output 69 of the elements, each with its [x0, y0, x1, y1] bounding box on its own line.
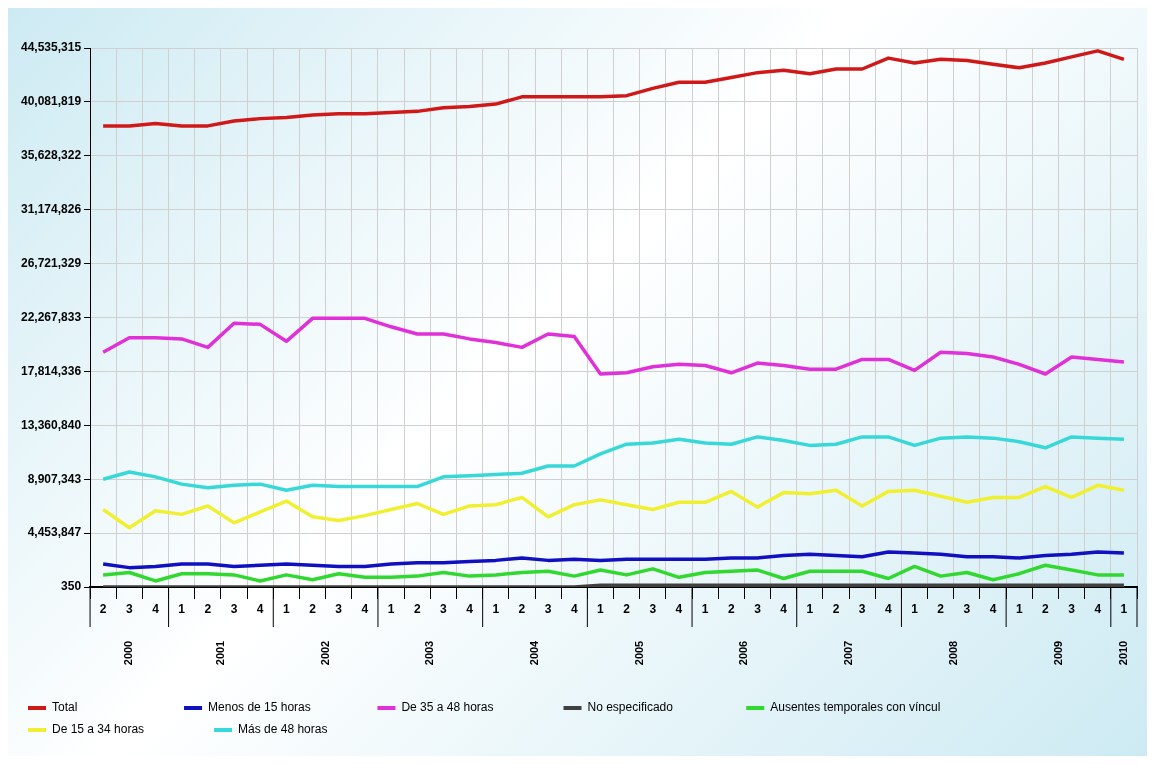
y-tick-label: 31,174,826	[21, 202, 82, 217]
x-tick-label: 4	[885, 601, 893, 616]
x-tick-label: 2	[413, 601, 421, 616]
text: 2003	[423, 640, 436, 666]
x-tick-label: 1	[492, 601, 500, 616]
y-tick-label: 26,721,329	[21, 255, 82, 270]
x-tick-label: 3	[649, 601, 657, 616]
x-tick-label: 3	[963, 601, 971, 616]
x-tick-label: 2	[937, 601, 945, 616]
x-tick-label: 4	[152, 601, 160, 616]
y-tick-label: 13,360,840	[21, 417, 82, 432]
text: 2000	[122, 640, 135, 666]
x-tick-label: 2	[518, 601, 526, 616]
legend-label: De 35 a 48 horas	[401, 700, 554, 715]
x-tick-label: 3	[544, 601, 552, 616]
x-tick-label: 2	[832, 601, 840, 616]
legend-label: Ausentes temporales con víncul	[770, 700, 954, 715]
x-tick-label: 3	[1068, 601, 1076, 616]
y-tick-label: 44,535,315	[21, 40, 82, 55]
x-tick-label: 1	[911, 601, 919, 616]
x-tick-label: 3	[125, 601, 133, 616]
y-tick-label: 17,814,336	[21, 363, 82, 378]
x-tick-label: 2	[99, 601, 107, 616]
x-tick-label: 1	[283, 601, 291, 616]
x-tick-label: 1	[806, 601, 814, 616]
x-tick-label: 3	[754, 601, 762, 616]
text: 2002	[318, 640, 331, 666]
text: 2007	[842, 640, 855, 666]
text: 2001	[213, 640, 226, 666]
x-tick-label: 3	[335, 601, 343, 616]
x-tick-label: 3	[230, 601, 238, 616]
text: 2008	[946, 640, 959, 666]
x-tick-label: 4	[1094, 601, 1102, 616]
y-tick-label: 350	[61, 579, 82, 594]
x-tick-label: 2	[204, 601, 212, 616]
legend-label: Menos de 15 horas	[208, 700, 368, 715]
x-tick-label: 4	[361, 601, 369, 616]
x-tick-label: 4	[675, 601, 683, 616]
x-tick-label: 1	[701, 601, 709, 616]
x-tick-label: 1	[1015, 601, 1023, 616]
x-tick-label: 1	[178, 601, 186, 616]
text: 2009	[1051, 640, 1064, 666]
x-tick-label: 4	[570, 601, 578, 616]
legend-label: Total	[52, 700, 175, 715]
x-tick-label: 2	[309, 601, 317, 616]
legend-label: De 15 a 34 horas	[52, 722, 205, 737]
x-tick-label: 3	[440, 601, 448, 616]
legend-label: Más de 48 horas	[238, 722, 391, 737]
x-tick-label: 2	[623, 601, 631, 616]
x-tick-label: 4	[256, 601, 264, 616]
x-tick-label: 1	[387, 601, 395, 616]
y-tick-label: 40,081,819	[21, 94, 82, 109]
text: 2005	[632, 640, 645, 666]
x-tick-label: 1	[597, 601, 605, 616]
y-tick-label: 35,628,322	[21, 148, 82, 163]
y-tick-label: 22,267,833	[21, 309, 82, 324]
text: 2006	[737, 640, 750, 666]
x-tick-label: 4	[466, 601, 474, 616]
x-tick-label: 2	[727, 601, 735, 616]
x-tick-label: 1	[1120, 601, 1128, 616]
y-tick-label: 4,453,847	[27, 525, 82, 540]
text: 2004	[528, 639, 541, 666]
x-tick-label: 4	[989, 601, 997, 616]
text: 2010	[1116, 640, 1129, 666]
legend-label: No especificado	[587, 700, 737, 715]
x-tick-label: 4	[780, 601, 788, 616]
x-tick-label: 2	[1042, 601, 1050, 616]
y-tick-label: 8,907,343	[27, 471, 82, 486]
x-tick-label: 3	[858, 601, 866, 616]
